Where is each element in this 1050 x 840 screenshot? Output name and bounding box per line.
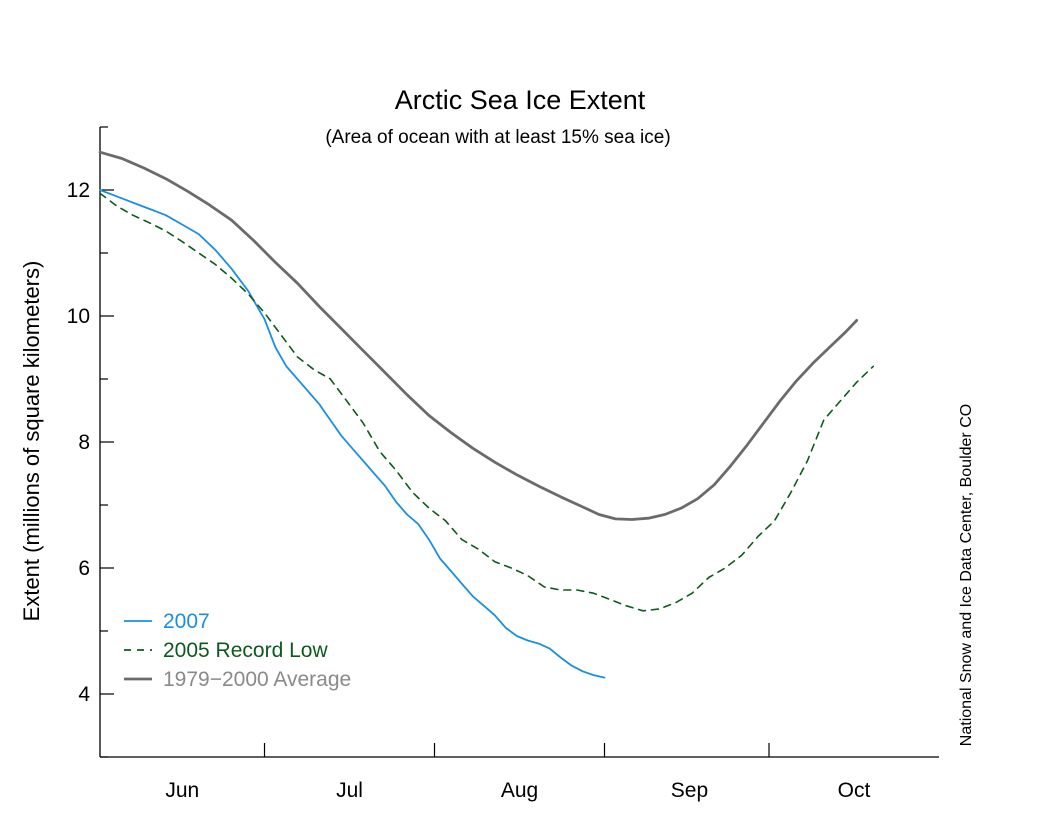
x-tick-label: Jul <box>336 779 363 802</box>
series-line-1 <box>99 192 874 612</box>
x-tick-label: Aug <box>501 779 538 802</box>
y-ticks: 4 6 8 10 12 <box>67 126 114 758</box>
series-line-2 <box>98 150 859 521</box>
x-tick-label: Oct <box>838 779 871 802</box>
chart-title: Arctic Sea Ice Extent <box>395 85 646 115</box>
axes <box>99 127 939 758</box>
y-tick-label: 4 <box>78 683 90 706</box>
credit-text: National Snow and Ice Data Center, Bould… <box>958 404 975 746</box>
x-ticks: Jun Jul Aug Sep Oct <box>165 743 871 802</box>
y-tick-label: 10 <box>67 305 90 328</box>
legend-label: 2005 Record Low <box>163 639 328 662</box>
y-axis-label: Extent (millions of square kilometers) <box>19 261 44 622</box>
legend: 2007 2005 Record Low 1979−2000 Average <box>124 610 351 691</box>
x-tick-label: Jun <box>165 779 199 802</box>
series-line-0 <box>99 189 606 679</box>
chart-subtitle: (Area of ocean with at least 15% sea ice… <box>325 127 670 148</box>
legend-label: 1979−2000 Average <box>163 668 351 691</box>
y-tick-label: 6 <box>78 557 90 580</box>
legend-label: 2007 <box>163 610 210 633</box>
x-tick-label: Sep <box>671 779 708 802</box>
y-tick-label: 12 <box>67 179 90 202</box>
y-tick-label: 8 <box>78 431 90 454</box>
series-group <box>98 150 874 679</box>
